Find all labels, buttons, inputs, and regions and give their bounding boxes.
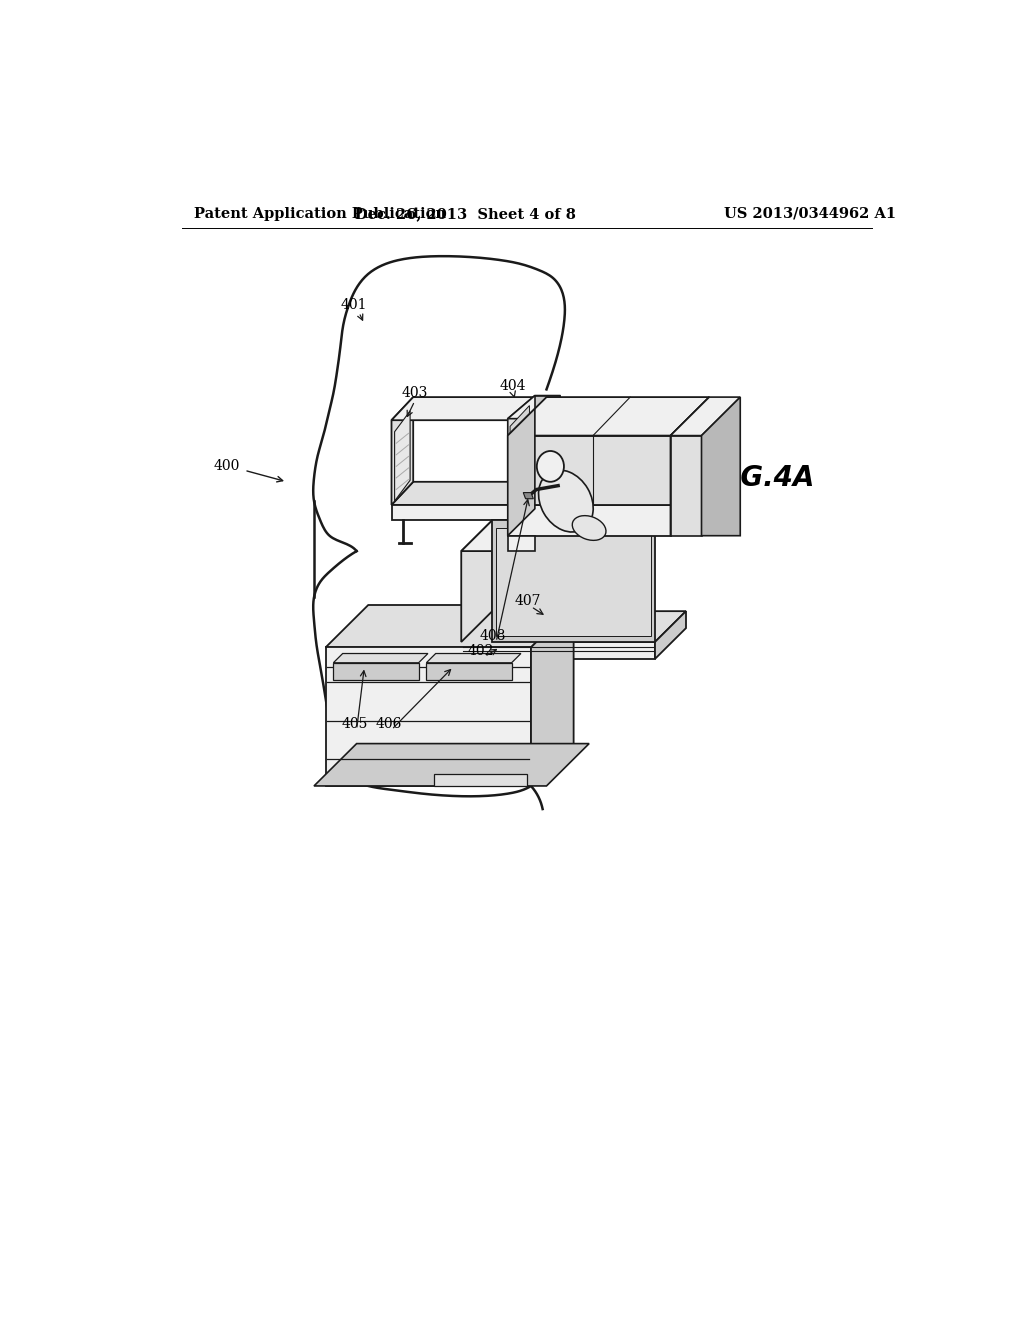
Polygon shape	[461, 642, 655, 659]
Polygon shape	[539, 482, 560, 520]
Polygon shape	[334, 653, 428, 663]
Polygon shape	[426, 653, 521, 663]
Polygon shape	[461, 611, 686, 642]
Polygon shape	[531, 605, 573, 785]
Ellipse shape	[537, 451, 564, 482]
Polygon shape	[426, 663, 512, 681]
Polygon shape	[496, 528, 651, 636]
Text: 405: 405	[342, 717, 369, 731]
Text: 402: 402	[467, 644, 494, 659]
Polygon shape	[671, 397, 740, 436]
Polygon shape	[535, 396, 560, 459]
Polygon shape	[508, 466, 710, 506]
Text: 400: 400	[214, 459, 241, 474]
Bar	[511, 466, 515, 471]
Polygon shape	[493, 520, 655, 642]
Bar	[511, 453, 515, 457]
Polygon shape	[461, 520, 655, 552]
Text: Dec. 26, 2013  Sheet 4 of 8: Dec. 26, 2013 Sheet 4 of 8	[354, 207, 575, 220]
Polygon shape	[461, 520, 493, 642]
Polygon shape	[671, 466, 710, 536]
Bar	[511, 438, 515, 444]
Text: 408: 408	[479, 628, 506, 643]
Text: 403: 403	[401, 387, 428, 400]
Polygon shape	[334, 663, 419, 681]
Text: FIG.4A: FIG.4A	[712, 463, 815, 492]
Polygon shape	[508, 396, 535, 482]
Polygon shape	[701, 397, 740, 536]
Text: 406: 406	[376, 717, 402, 731]
Ellipse shape	[572, 516, 606, 540]
Polygon shape	[326, 605, 573, 647]
Polygon shape	[523, 492, 534, 499]
Polygon shape	[391, 397, 414, 506]
Text: 401: 401	[341, 298, 368, 312]
Text: 404: 404	[500, 379, 526, 392]
Ellipse shape	[539, 470, 593, 532]
Polygon shape	[671, 436, 701, 536]
Polygon shape	[508, 396, 560, 418]
Text: US 2013/0344962 A1: US 2013/0344962 A1	[724, 207, 896, 220]
Polygon shape	[391, 482, 560, 506]
Polygon shape	[326, 647, 531, 785]
Polygon shape	[508, 536, 535, 552]
Polygon shape	[510, 405, 529, 474]
Polygon shape	[508, 397, 710, 436]
Polygon shape	[508, 436, 671, 506]
Polygon shape	[655, 611, 686, 659]
Polygon shape	[671, 397, 710, 506]
Polygon shape	[394, 411, 410, 502]
Text: 407: 407	[515, 594, 541, 609]
Text: Patent Application Publication: Patent Application Publication	[194, 207, 445, 220]
Polygon shape	[508, 506, 671, 536]
Polygon shape	[508, 409, 535, 536]
Polygon shape	[391, 506, 539, 520]
Polygon shape	[434, 775, 527, 785]
Polygon shape	[391, 397, 539, 420]
Polygon shape	[314, 743, 589, 785]
